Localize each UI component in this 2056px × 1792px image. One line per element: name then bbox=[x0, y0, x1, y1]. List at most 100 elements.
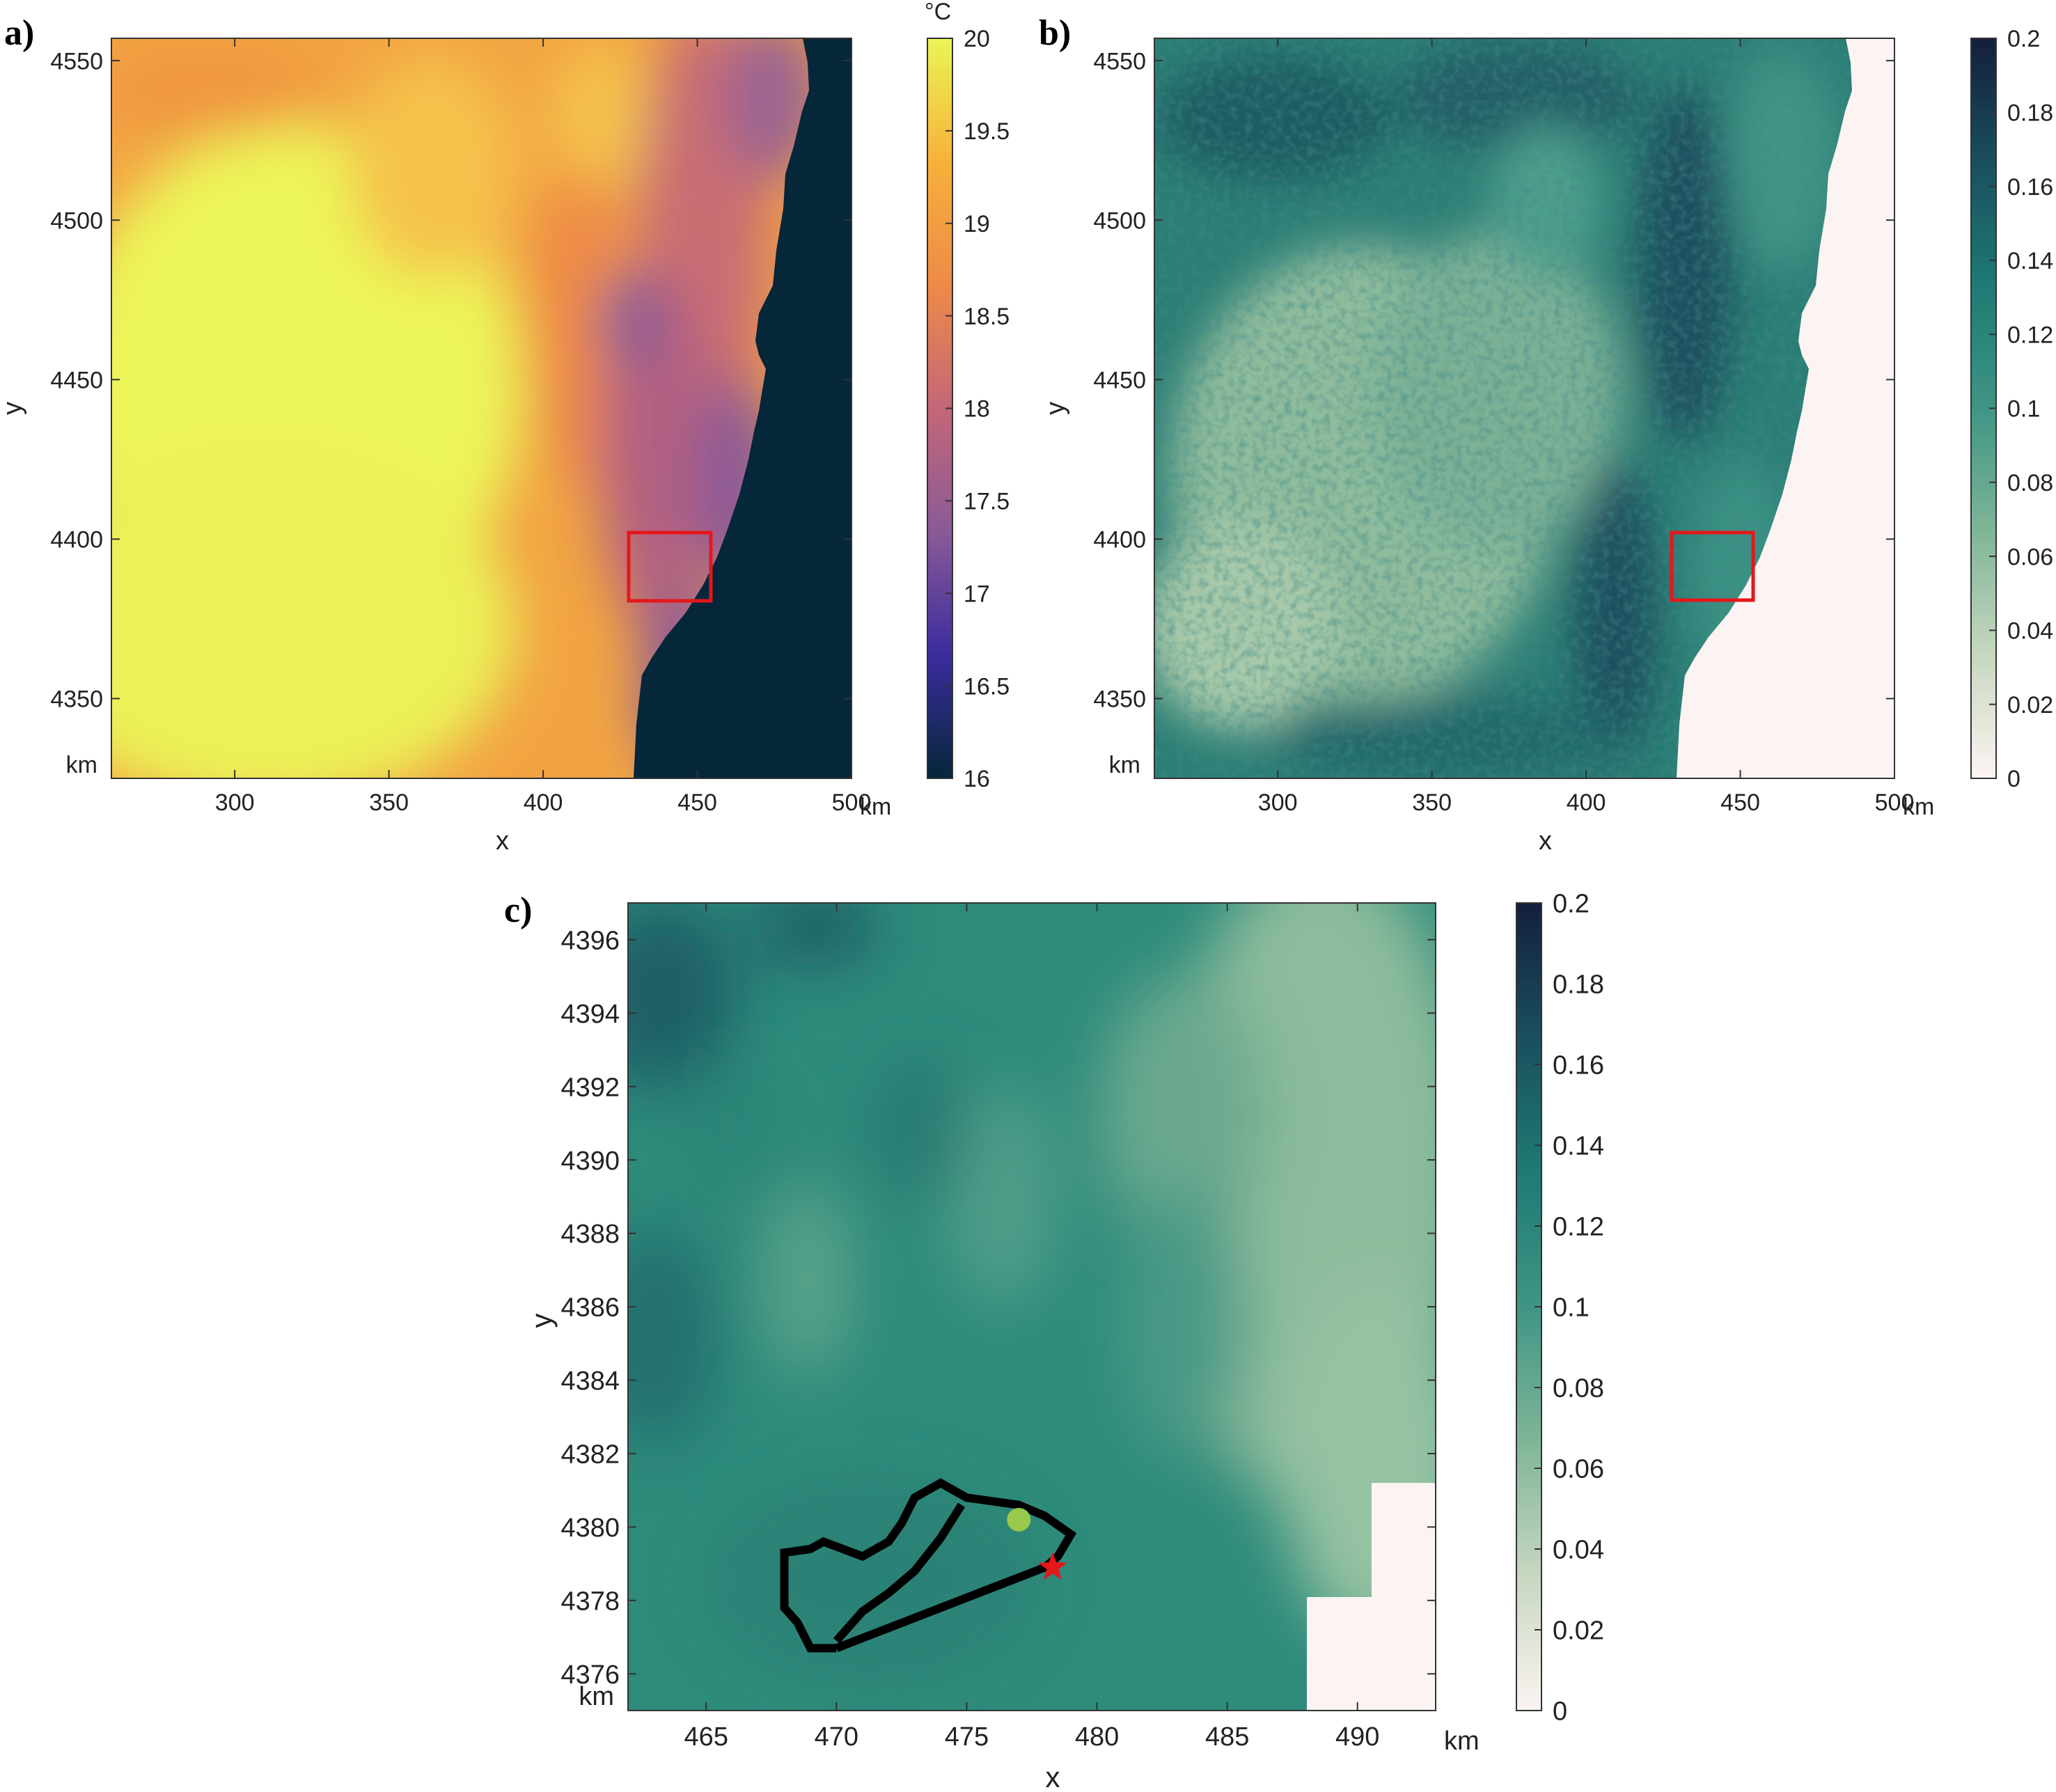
panel-b-colorbar: 0.2 0.18 0.16 0.14 0.12 0.1 0.08 0.06 0.04 0.02 0 bbox=[1970, 26, 2053, 792]
colorbar-tick-label: 0.04 bbox=[1553, 1536, 1604, 1565]
x-tick-label: 500 bbox=[1875, 789, 1915, 816]
panel-c-colorbar-ticks: 0.2 0.18 0.16 0.14 0.12 0.1 0.08 0.06 0.04 0.02 0 bbox=[1535, 890, 1604, 1727]
end-point-star-marker bbox=[1038, 1552, 1067, 1580]
y-axis-label: y bbox=[0, 402, 27, 415]
y-tick-label: 4500 bbox=[1093, 207, 1146, 234]
colorbar-tick-label: 0.02 bbox=[2007, 692, 2053, 718]
y-tick-label: 4392 bbox=[560, 1073, 620, 1102]
y-axis-label: y bbox=[1041, 402, 1070, 415]
y-tick-label: 4550 bbox=[50, 48, 103, 74]
y-unit-label: km bbox=[579, 1682, 614, 1711]
panel-b: b) 300 350 400 450 500 4350 4400 4450 4500 4550 km bbox=[1039, 13, 2053, 856]
colorbar-tick-label: 0.12 bbox=[2007, 322, 2053, 348]
y-tick-label: 4400 bbox=[50, 527, 103, 553]
track-outline bbox=[780, 1478, 1077, 1653]
x-tick-label: 300 bbox=[1258, 789, 1298, 816]
x-tick-label: 450 bbox=[677, 789, 717, 816]
y-tick-label: 4550 bbox=[1093, 48, 1146, 74]
colorbar-tick-label: 16.5 bbox=[964, 673, 1010, 700]
colorbar-tick-label: 0.16 bbox=[1553, 1051, 1604, 1080]
x-axis-label: x bbox=[1046, 1761, 1060, 1792]
x-tick-label: 300 bbox=[215, 789, 255, 816]
colorbar-tick-label: 0.04 bbox=[2007, 618, 2053, 645]
y-tick-label: 4400 bbox=[1093, 527, 1146, 553]
colorbar-tick-label: 19.5 bbox=[964, 118, 1010, 145]
y-tick-label: 4390 bbox=[560, 1147, 620, 1176]
panel-c-track bbox=[780, 1478, 1077, 1653]
colorbar-tick-label: 0.1 bbox=[1553, 1294, 1590, 1323]
y-tick-label: 4384 bbox=[560, 1367, 620, 1396]
colorbar-tick-label: 0.08 bbox=[1553, 1374, 1604, 1404]
panel-c-axes: 465 470 475 480 485 490 4376 4378 4380 4382 4384 43… bbox=[525, 903, 1480, 1792]
panel-c-heatmap bbox=[628, 903, 1436, 1711]
x-unit-label: km bbox=[1444, 1727, 1480, 1756]
x-tick-label: 500 bbox=[832, 789, 872, 816]
colorbar-tick-label: 16 bbox=[964, 766, 990, 792]
x-unit-label: km bbox=[860, 794, 891, 820]
colorbar-tick-label: 0.14 bbox=[1553, 1132, 1604, 1161]
x-unit-label: km bbox=[1903, 794, 1934, 820]
x-tick-label: 480 bbox=[1075, 1722, 1119, 1752]
x-axis-label: x bbox=[496, 826, 509, 856]
colorbar-tick-label: 0.18 bbox=[2007, 100, 2053, 127]
panel-b-heatmap bbox=[1154, 38, 1894, 778]
x-tick-label: 475 bbox=[945, 1722, 989, 1752]
panel-a-axes: 300 350 400 450 500 4350 4400 4450 4500 4550 km km x… bbox=[0, 38, 891, 856]
start-point-marker bbox=[1007, 1507, 1031, 1532]
panel-c: c) 465 470 475 480 485 490 4376 4378 4380 4382 bbox=[504, 890, 1604, 1792]
colorbar-tick-label: 18 bbox=[964, 396, 990, 423]
y-unit-label: km bbox=[66, 752, 97, 778]
y-tick-label: 4380 bbox=[560, 1514, 620, 1543]
colorbar-tick-label: 17 bbox=[964, 581, 990, 607]
y-tick-label: 4376 bbox=[560, 1660, 620, 1690]
x-tick-label: 470 bbox=[815, 1722, 858, 1752]
panel-a-colorbar: 20 19.5 19 18.5 18 17.5 17 16.5 16 °C bbox=[925, 0, 1010, 792]
panel-a-heatmap bbox=[111, 38, 852, 778]
y-tick-label: 4450 bbox=[1093, 368, 1146, 394]
y-tick-label: 4350 bbox=[1093, 686, 1146, 713]
colorbar-tick-label: 0 bbox=[1553, 1697, 1567, 1727]
panel-a-highlight-box bbox=[627, 530, 713, 603]
y-tick-label: 4378 bbox=[560, 1587, 620, 1616]
y-tick-label: 4388 bbox=[560, 1220, 620, 1249]
y-tick-label: 4396 bbox=[560, 926, 620, 955]
colorbar-tick-label: 20 bbox=[964, 26, 990, 52]
x-tick-label: 450 bbox=[1720, 789, 1760, 816]
y-tick-label: 4382 bbox=[560, 1440, 620, 1470]
y-tick-label: 4450 bbox=[50, 368, 103, 394]
colorbar-tick-label: 0.06 bbox=[1553, 1455, 1604, 1484]
y-unit-label: km bbox=[1109, 752, 1140, 778]
colorbar-tick-label: 0 bbox=[2007, 766, 2020, 792]
x-tick-label: 465 bbox=[684, 1722, 728, 1752]
panel-b-colorbar-ticks: 0.2 0.18 0.16 0.14 0.12 0.1 0.08 0.06 0.04 0.02 0 bbox=[1989, 26, 2053, 792]
panel-b-axes: 300 350 400 450 500 4350 4400 4450 4500 4550 km km x… bbox=[1041, 38, 1934, 856]
panel-c-letter: c) bbox=[504, 890, 532, 930]
panel-b-highlight-box bbox=[1670, 530, 1755, 602]
y-tick-label: 4386 bbox=[560, 1294, 620, 1323]
panel-c-colorbar: 0.2 0.18 0.16 0.14 0.12 0.1 0.08 0.06 0.04 0.02 0 bbox=[1516, 890, 1604, 1727]
y-tick-label: 4500 bbox=[50, 207, 103, 234]
y-tick-label: 4350 bbox=[50, 686, 103, 713]
x-tick-label: 400 bbox=[1567, 789, 1606, 816]
x-tick-label: 485 bbox=[1205, 1722, 1249, 1752]
colorbar-tick-label: 0.08 bbox=[2007, 470, 2053, 496]
colorbar-tick-label: 19 bbox=[964, 211, 990, 237]
colorbar-tick-label: 0.2 bbox=[1553, 890, 1590, 919]
panel-c-land-mask bbox=[1307, 1483, 1436, 1711]
x-tick-label: 400 bbox=[524, 789, 563, 816]
x-tick-label: 350 bbox=[369, 789, 409, 816]
colorbar-tick-label: 0.14 bbox=[2007, 248, 2053, 274]
panel-a-letter: a) bbox=[4, 13, 34, 53]
panel-a: a) 300 350 400 450 500 4350 4400 4450 4500 4550 bbox=[0, 0, 1010, 856]
panel-b-land-mask bbox=[1677, 38, 1894, 778]
panel-a-colorbar-unit: °C bbox=[925, 0, 951, 25]
panel-b-axes-frame bbox=[1154, 38, 1895, 779]
colorbar-tick-label: 0.06 bbox=[2007, 544, 2053, 570]
x-tick-label: 490 bbox=[1335, 1722, 1379, 1752]
panel-b-letter: b) bbox=[1039, 13, 1071, 53]
x-axis-label: x bbox=[1539, 826, 1552, 856]
y-tick-label: 4394 bbox=[560, 1000, 620, 1029]
colorbar-tick-label: 0.16 bbox=[2007, 174, 2053, 201]
x-tick-label: 350 bbox=[1412, 789, 1452, 816]
colorbar-tick-label: 0.12 bbox=[1553, 1213, 1604, 1242]
